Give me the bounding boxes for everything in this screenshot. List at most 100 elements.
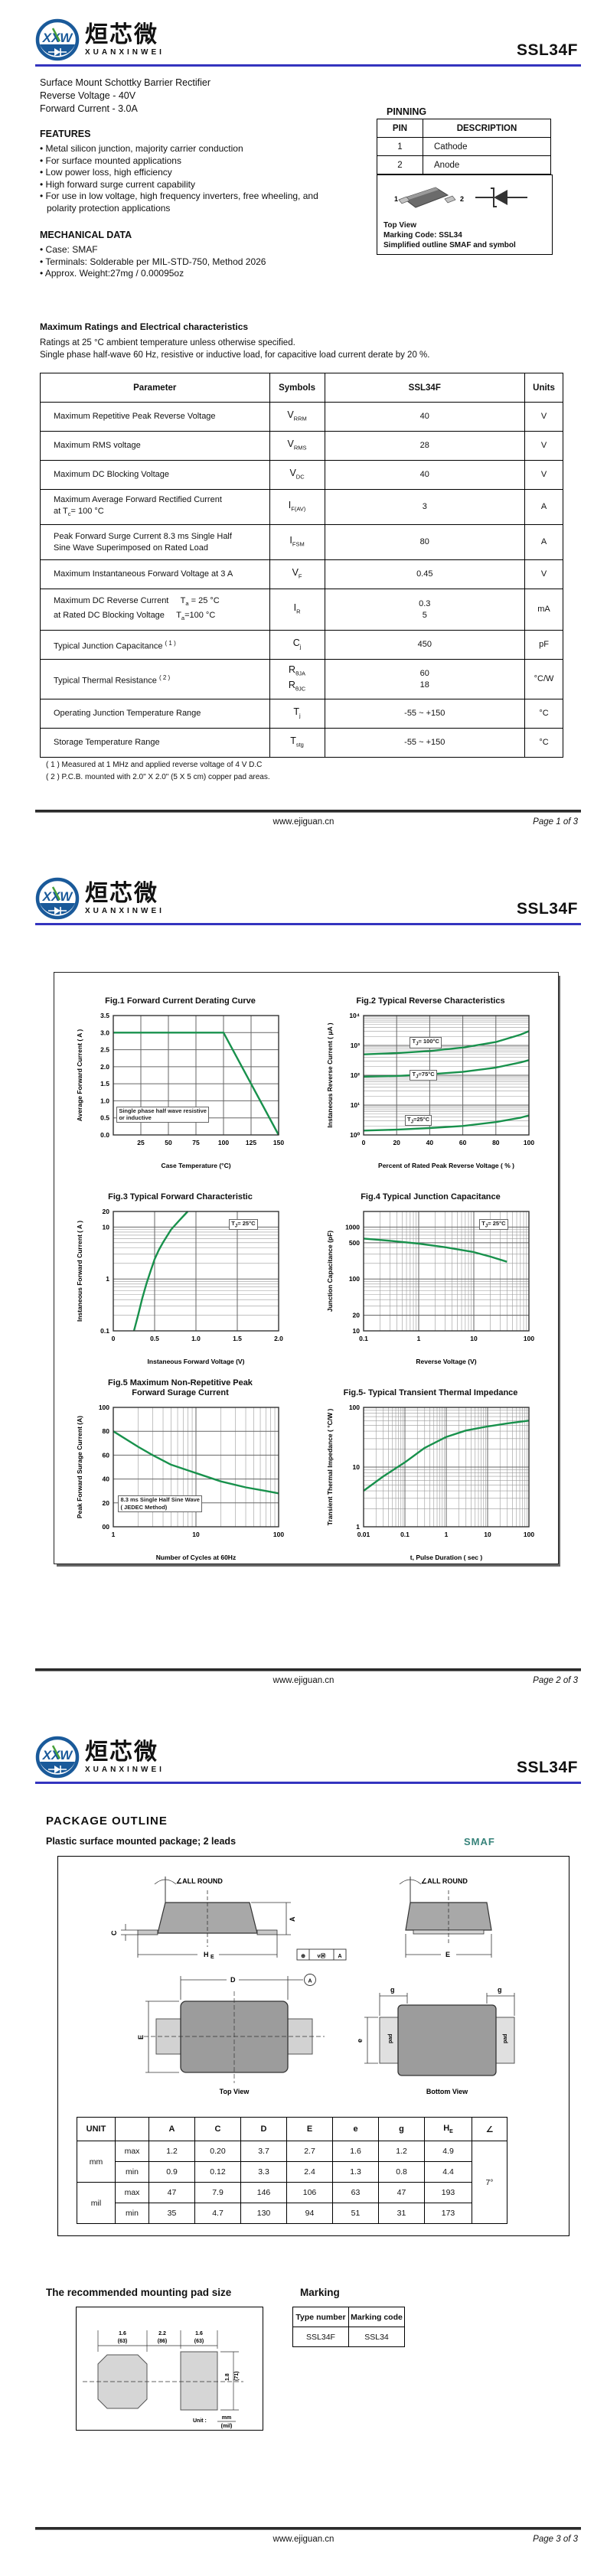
fig5-cell: Fig.5 Maximum Non-Repetitive Peak Forward… [64,1377,297,1562]
svg-text:10²: 10² [350,1071,359,1079]
marking-table: Type number Marking code SSL34F SSL34 [292,2307,405,2347]
svg-text:0: 0 [361,1139,365,1146]
ratings-row: Maximum DC Blocking Voltage VDC 40 V [40,460,563,490]
svg-text:20: 20 [393,1139,400,1146]
svg-text:40: 40 [102,1475,109,1483]
fig5-surge-current-chart: 1 10 100 00 20 40 60 80 100 Number of Cycles at 6… [76,1404,284,1561]
svg-text:100: 100 [272,1531,283,1538]
svg-text:100: 100 [98,1404,109,1411]
svg-text:1.5: 1.5 [233,1335,242,1342]
footer-rule [35,1668,581,1671]
dim-d-label: D [230,1976,236,1984]
svg-text:Transient Thermal Impedance (: Transient Thermal Impedance ( °C/W ) [326,1409,334,1526]
brand-name-en: XUANXINWEI [85,48,165,57]
svg-text:100: 100 [348,1275,359,1283]
fig3-forward-characteristic-chart: 0 0.5 1.0 1.5 2.0 0.1 1 10 20 Instaneous Forward … [76,1208,283,1365]
ratings-row: Typical Junction Capacitance ( 1 ) Cj 450 p… [40,630,563,660]
dim-he-label: H [204,1951,209,1958]
fig6-transient-thermal-impedance-chart: 0.01 0.1 1 10 100 1 10 100 t, Pulse Duration ( s… [326,1404,534,1561]
svg-text:(86): (86) [158,2339,167,2344]
footer-rule [35,2527,581,2530]
dim-g-left-label: g [390,1986,395,1994]
characteristic-curves-box: Fig.1 Forward Current Derating Curve 25 5… [54,972,559,1564]
svg-text:75: 75 [192,1139,200,1146]
svg-text:60: 60 [102,1451,109,1459]
marking-row: SSL34F SSL34 [292,2327,405,2347]
fig2-reverse-characteristics-chart: 0 20 40 60 80 100 10⁰ 10¹ 10² 10³ 10⁴ Percent of Ra… [326,1012,534,1169]
dim-row-mil-max: mil max 47 7.9 146 106 63 47 193 [77,2182,507,2224]
brand-name-cn: 烜芯微 [85,1740,158,1765]
svg-text:100: 100 [523,1335,534,1342]
fig4-junction-capacitance-chart: 0.1 1 10 100 10 20 100 500 1000 Reverse Voltage (… [326,1211,534,1365]
svg-text:(mil): (mil) [221,2424,233,2429]
datasheet-page-3: XXW 烜芯微 XUANXINWEI SSL34F PACKAGE OUTLIN… [0,1717,607,2576]
ratings-row: Operating Junction Temperature Range Tj -5… [40,699,563,729]
svg-text:50: 50 [165,1139,172,1146]
svg-text:3.0: 3.0 [100,1029,109,1036]
svg-text:Peak Forward Surage Current (A: Peak Forward Surage Current (A) [76,1416,83,1518]
dim-e-side-label: E [445,1951,450,1958]
intro-line: Reverse Voltage - 40V [40,90,136,101]
pinning-header-row: PIN DESCRIPTION [377,119,551,138]
svg-text:25: 25 [137,1139,145,1146]
fig6-cell: Fig.5- Typical Transient Thermal Impedan… [314,1377,547,1562]
svg-text:1: 1 [416,1335,420,1342]
mechanical-item: • Approx. Weight:27mg / 0.00095oz [40,268,184,279]
fig1-forward-current-derating-chart: 25 50 75 100 125 150 0.0 0.5 1.0 1.5 2.0 2.5 3.0 3.5 C… [76,1012,284,1169]
svg-text:2.0: 2.0 [100,1063,109,1071]
svg-text:0.5: 0.5 [100,1114,109,1122]
feature-item: • For surface mounted applications [40,155,181,166]
pad-dim-right: 1.6 [195,2331,203,2336]
svg-text:1: 1 [356,1523,360,1531]
package-name: SMAF [464,1836,495,1847]
footer-page-number: Page 2 of 3 [533,1676,578,1685]
product-intro: Surface Mount Schottky Barrier Rectifier… [40,77,210,116]
footer-rule [35,810,581,813]
svg-text:1.5: 1.5 [100,1080,109,1087]
svg-text:10⁰: 10⁰ [350,1131,360,1139]
marking-heading: Marking [300,2287,340,2298]
datasheet-page-1: XXW 烜芯微 XUANXINWEI SSL34F Surface Mount … [0,0,607,859]
description-col-header: DESCRIPTION [423,119,551,138]
logo-diode-icon [48,907,67,915]
ratings-title: Maximum Ratings and Electrical character… [40,321,249,332]
ratings-row: Peak Forward Surge Current 8.3 ms Single… [40,524,563,560]
fig4-cell: Fig.4 Typical Junction Capacitance 0.1 1 1… [314,1181,547,1366]
svg-text:Junction Capacitance (pF): Junction Capacitance (pF) [326,1231,334,1312]
svg-text:(63): (63) [194,2339,204,2344]
features-title: FEATURES [40,129,91,139]
svg-text:1: 1 [444,1531,448,1538]
svg-text:10: 10 [484,1531,491,1538]
svg-text:(63): (63) [118,2339,127,2344]
svg-text:1.0: 1.0 [100,1097,109,1104]
feature-item: • Metal silicon junction, majority carri… [40,143,243,154]
svg-text:1: 1 [106,1275,109,1283]
pad-unit-label: Unit : [193,2418,207,2424]
package-drawing-box: ∠ALL ROUND C A H E ⊕ [57,1856,569,2236]
header-rule [35,64,581,67]
pin2-label: 2 [460,195,464,203]
tolerance-box: ⊕ vⓂ A [296,1948,347,1961]
top-view-caption: Top View [220,2088,250,2095]
svg-text:60: 60 [459,1139,466,1146]
package-outline-heading: PACKAGE OUTLINE [46,1815,168,1828]
svg-text:10: 10 [352,1327,360,1335]
svg-text:10: 10 [470,1335,478,1342]
header-rule [35,923,581,925]
brand-logo-icon: XXW [35,877,80,920]
svg-text:10⁴: 10⁴ [349,1012,360,1019]
svg-text:0.5: 0.5 [150,1335,159,1342]
footer-page-number: Page 1 of 3 [533,817,578,827]
svg-text:80: 80 [492,1139,500,1146]
ratings-row: Storage Temperature Range Tstg -55 ~ +150 °… [40,728,563,758]
pin-col-header: PIN [377,119,423,138]
dim-e-top-label: E [137,2035,145,2040]
ratings-row: Maximum Instantaneous Forward Voltage at… [40,559,563,589]
ratings-header-row: Parameter Symbols SSL34F Units [40,373,563,403]
chart-annotation: TJ=25°C [404,1114,432,1127]
svg-text:⊕: ⊕ [301,1954,305,1959]
fig4-title: Fig.4 Typical Junction Capacitance [361,1192,501,1202]
logo-diode-icon [48,48,67,56]
svg-text:1.0: 1.0 [191,1335,201,1342]
svg-text:(71): (71) [234,2372,240,2381]
